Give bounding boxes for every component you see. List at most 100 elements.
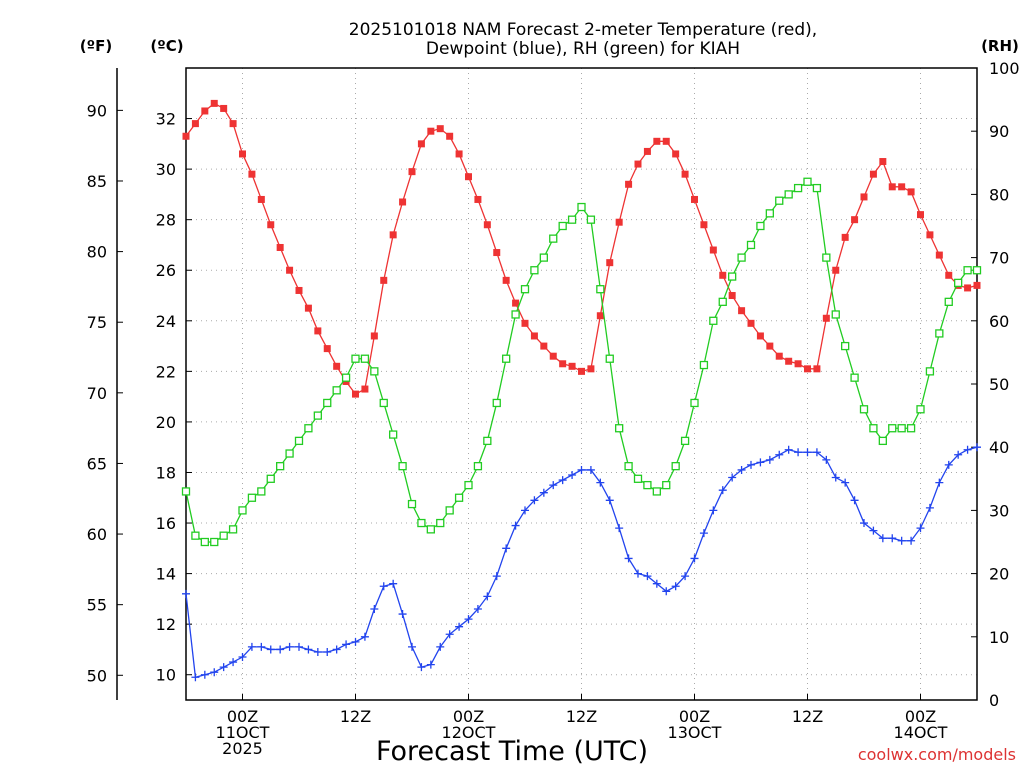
2-meter-temperature-point (596, 312, 604, 320)
rh-point (332, 386, 341, 395)
2-meter-temperature-point (766, 342, 774, 350)
2-meter-temperature-point (399, 198, 407, 206)
2-meter-temperature-point (662, 137, 670, 145)
rh-point (426, 525, 435, 534)
x-axis-label: Forecast Time (UTC) (376, 736, 648, 767)
fahrenheit-tick-label: 70 (87, 384, 107, 403)
dewpoint-point (530, 496, 539, 505)
dewpoint-point (568, 471, 577, 480)
dewpoint-point (756, 458, 765, 467)
fahrenheit-tick-label: 50 (87, 666, 107, 685)
rh-point (859, 405, 869, 414)
2-meter-temperature-point (191, 120, 199, 128)
2-meter-temperature-point (408, 168, 416, 176)
rh-point (746, 240, 756, 250)
dewpoint-point (558, 476, 567, 485)
dewpoint-point (916, 524, 925, 533)
rh-point (492, 398, 501, 408)
dewpoint-point (276, 645, 285, 654)
2-meter-temperature-point (851, 216, 859, 224)
dewpoint-point (907, 536, 916, 545)
rh-point (539, 253, 548, 262)
rh-point (417, 518, 426, 528)
rh-tick-label: 40 (989, 438, 1009, 457)
2-meter-temperature-point (446, 132, 454, 140)
celsius-tick-label: 32 (156, 110, 176, 129)
dewpoint-point (728, 473, 737, 482)
dewpoint-point (699, 529, 708, 538)
rh-point (671, 462, 680, 471)
dewpoint-point (549, 481, 558, 490)
rh-point (464, 480, 473, 490)
dewpoint-point (191, 673, 200, 682)
x-tick-label: 00Z (679, 707, 710, 726)
dewpoint-point (257, 642, 266, 651)
dewpoint-point (342, 640, 351, 649)
2-meter-temperature-point (672, 150, 680, 158)
dewpoint-point (643, 572, 652, 581)
rh-point (483, 436, 492, 446)
2-meter-temperature-point (907, 188, 915, 196)
rh-point (473, 462, 483, 471)
celsius-tick-label: 10 (156, 666, 176, 685)
rh-point (793, 183, 803, 193)
rh-point (709, 316, 718, 325)
2-meter-temperature-point (917, 211, 924, 219)
dewpoint-point (351, 637, 360, 646)
dewpoint-point (210, 668, 219, 677)
rh-tick-label: 10 (989, 628, 1009, 647)
2-meter-temperature-point (945, 271, 953, 279)
2-meter-temperature-point (813, 365, 821, 373)
dewpoint-point (737, 465, 746, 474)
rh-point (596, 285, 605, 294)
dewpoint-point (794, 448, 803, 457)
rh-point (304, 424, 313, 433)
dewpoint-point (860, 519, 868, 528)
2-meter-temperature-point (756, 332, 764, 340)
dewpoint-point (775, 450, 784, 459)
2-meter-temperature-point (286, 266, 294, 274)
dewpoint-point (935, 478, 944, 487)
2-meter-temperature-point (625, 180, 633, 188)
rh-tick-label: 30 (989, 501, 1009, 520)
dewpoint-point (473, 604, 482, 613)
x-tick-label: 00Z (905, 707, 936, 726)
fahrenheit-tick-label: 55 (87, 596, 107, 615)
rh-point (341, 373, 351, 382)
dewpoint-point (888, 534, 897, 543)
rh-point (549, 234, 558, 243)
2-meter-temperature-point (512, 299, 520, 307)
rh-point (238, 506, 247, 515)
rh-point (370, 367, 379, 376)
rh-point (398, 462, 407, 471)
rh-point (257, 487, 266, 496)
source-credit: coolwx.com/models (858, 745, 1016, 764)
dewpoint-point (229, 658, 238, 667)
rh-point (888, 424, 897, 433)
celsius-tick-label: 20 (156, 413, 176, 432)
rh-point (841, 341, 850, 351)
rh-point (925, 367, 935, 376)
dewpoint-point (869, 526, 878, 535)
rh-axis-unit: (RH) (981, 37, 1019, 55)
fahrenheit-tick-label: 60 (87, 525, 107, 544)
rh-point (511, 310, 520, 319)
rh-point (436, 518, 445, 528)
chart-subtitle: Dewpoint (blue), RH (green) for KIAH (426, 39, 740, 59)
dewpoint-point (662, 587, 671, 596)
2-meter-temperature-point (794, 360, 802, 368)
dewpoint-point (784, 445, 793, 454)
celsius-tick-label: 30 (156, 160, 176, 179)
dewpoint-point (436, 642, 445, 651)
dewpoint-point (492, 572, 501, 581)
rh-point (643, 480, 652, 490)
dewpoint-point (370, 604, 379, 613)
rh-point (567, 215, 577, 224)
dewpoint-point (417, 663, 426, 672)
rh-point (765, 209, 774, 218)
2-meter-temperature-point (822, 314, 830, 322)
fahrenheit-axis-unit: (ºF) (80, 37, 112, 55)
2-meter-temperature-point (691, 195, 698, 203)
dewpoint-point (266, 645, 275, 654)
